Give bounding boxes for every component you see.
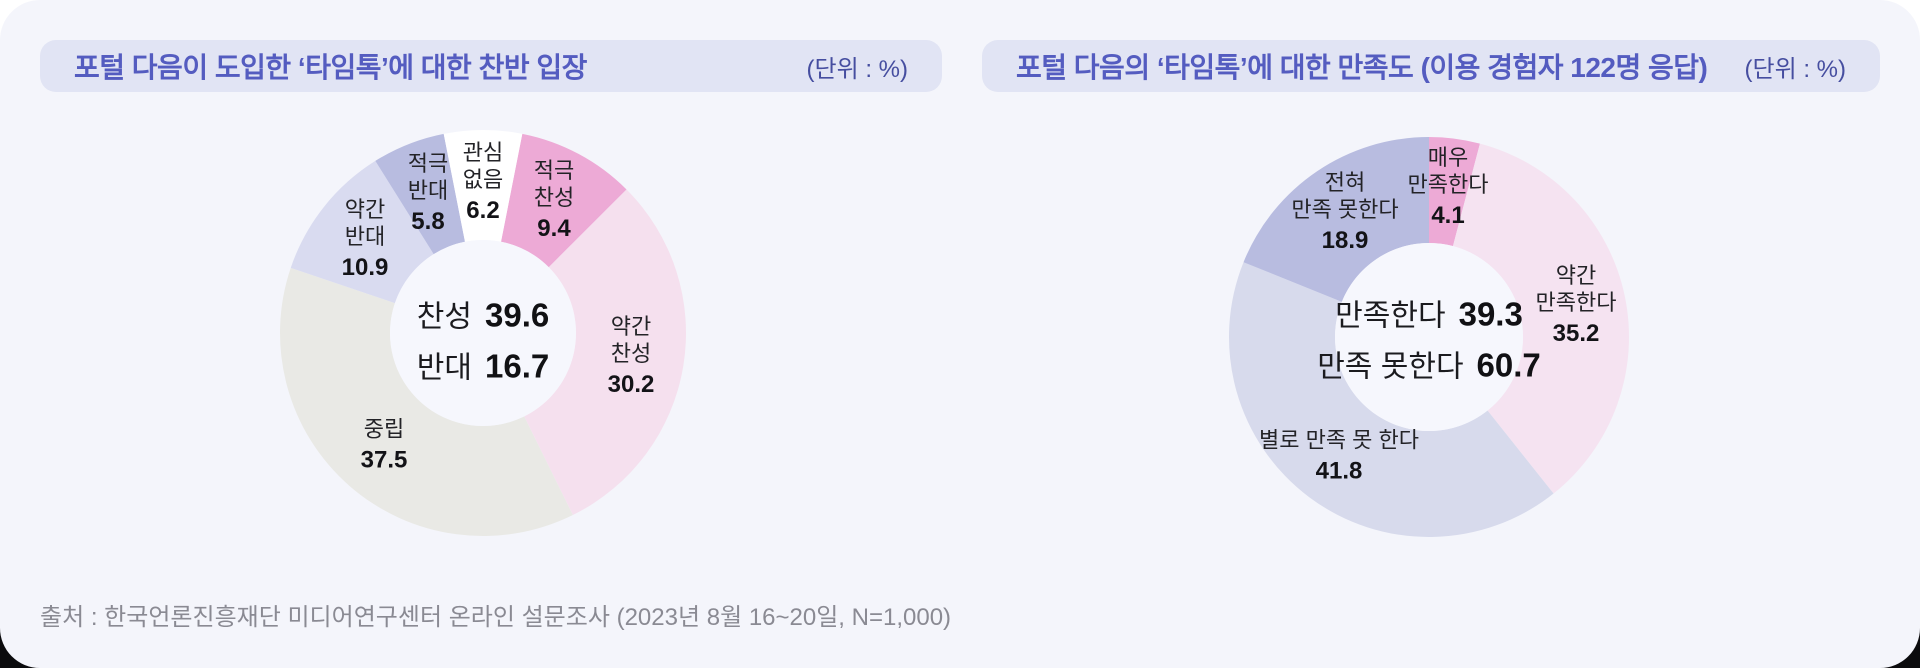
segment-value: 41.8: [1315, 457, 1363, 485]
segment-value: 37.5: [360, 446, 408, 474]
segment-name: 전혀 만족 못한다: [1291, 170, 1399, 222]
segment-name: 중립: [363, 416, 405, 442]
segment-value: 6.2: [466, 196, 500, 224]
donut-segment-label: 관심 없음 6.2: [463, 140, 503, 226]
approval-agree-row: 찬성 39.6: [417, 292, 549, 336]
approval-oppose-label: 반대: [416, 351, 472, 385]
satisfaction-center-summary: 만족한다 39.3 만족 못한다 60.7: [1317, 284, 1541, 393]
unsatisfied-label: 만족 못한다: [1317, 350, 1464, 384]
donut-segment-label: 약간 찬성 30.2: [608, 314, 655, 400]
donut-segment-label: 중립 37.5: [361, 417, 408, 476]
donut-segment-label: 전혀 만족 못한다 18.9: [1291, 170, 1398, 256]
donut-segment: [443, 130, 523, 242]
donut-segment: [501, 133, 627, 268]
satisfaction-chart-unit-label: (단위 : %): [1744, 55, 1847, 83]
unsatisfied-row: 만족 못한다 60.7: [1317, 342, 1541, 386]
satisfied-value: 39.3: [1458, 295, 1523, 333]
approval-chart-title: 포털 다음이 도입한 ‘타임톡’에 대한 찬반 입장: [74, 52, 587, 83]
segment-name: 별로 만족 못 한다: [1258, 427, 1420, 453]
segment-name: 관심 없음: [462, 140, 504, 192]
segment-value: 18.9: [1321, 226, 1369, 254]
segment-name: 약간 찬성: [610, 314, 652, 366]
segment-value: 4.1: [1431, 201, 1465, 229]
donut-segment: [375, 133, 465, 255]
donut-segment-label: 매우 만족한다 4.1: [1408, 145, 1489, 231]
segment-name: 적극 찬성: [533, 158, 575, 210]
donut-segment: [1429, 137, 1480, 247]
segment-name: 매우 만족한다: [1407, 145, 1489, 197]
donut-segment-label: 별로 만족 못 한다 41.8: [1259, 428, 1419, 487]
segment-value: 5.8: [411, 207, 445, 235]
satisfied-label: 만족한다: [1335, 299, 1446, 333]
satisfied-row: 만족한다 39.3: [1317, 291, 1541, 335]
satisfaction-chart-header: 포털 다음의 ‘타임톡’에 대한 만족도 (이용 경험자 122명 응답) (단…: [982, 40, 1880, 92]
segment-name: 약간 반대: [344, 197, 386, 249]
approval-chart-header: 포털 다음이 도입한 ‘타임톡’에 대한 찬반 입장 (단위 : %): [40, 40, 942, 92]
source-note: 출처 : 한국언론진흥재단 미디어연구센터 온라인 설문조사 (2023년 8월…: [40, 604, 952, 631]
approval-center-summary: 찬성 39.6 반대 16.7: [417, 285, 549, 394]
approval-oppose-row: 반대 16.7: [417, 343, 549, 387]
donut-segment-label: 적극 찬성 9.4: [534, 158, 574, 244]
approval-agree-label: 찬성: [416, 300, 472, 334]
approval-oppose-value: 16.7: [484, 347, 550, 385]
donut-segment-label: 약간 만족한다 35.2: [1536, 263, 1617, 349]
donut-segment: [290, 160, 434, 304]
donut-segment-label: 약간 반대 10.9: [342, 197, 389, 283]
unsatisfied-value: 60.7: [1476, 346, 1541, 384]
approval-agree-value: 39.6: [484, 296, 550, 334]
approval-chart-unit-label: (단위 : %): [806, 55, 909, 83]
segment-name: 적극 반대: [407, 151, 449, 203]
segment-value: 35.2: [1552, 319, 1600, 347]
segment-name: 약간 만족한다: [1535, 263, 1617, 315]
segment-value: 10.9: [341, 253, 389, 281]
donut-segment-label: 적극 반대 5.8: [408, 151, 448, 237]
donut-segment: [1243, 137, 1429, 302]
satisfaction-chart-title: 포털 다음의 ‘타임톡’에 대한 만족도 (이용 경험자 122명 응답): [1016, 52, 1708, 83]
segment-value: 30.2: [607, 370, 655, 398]
segment-value: 9.4: [537, 214, 571, 242]
